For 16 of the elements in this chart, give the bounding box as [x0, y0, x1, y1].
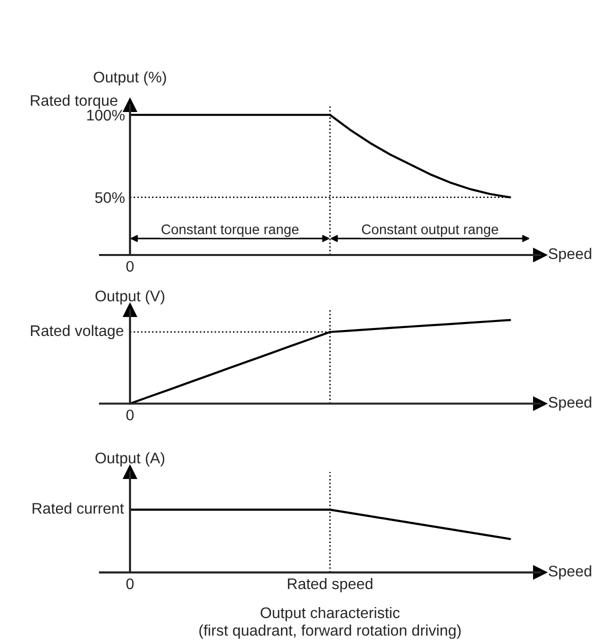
annotation: Rated current	[32, 502, 124, 514]
x-axis-title: Speed	[548, 396, 592, 411]
x-tick-label: Rated speed	[288, 578, 372, 592]
annotation: Constant torque range	[162, 224, 298, 237]
x-axis-title: Speed	[548, 565, 592, 580]
y-axis-title: Output (V)	[95, 290, 164, 304]
annotation: Rated voltage	[30, 324, 124, 340]
text: 0	[126, 410, 134, 420]
annotation: Constant output range	[362, 224, 498, 237]
y-tick-label: 50%	[95, 192, 125, 203]
y-axis-title: Output (%)	[94, 71, 166, 86]
text: Output characteristic (first quadrant, forward rotation driving)	[199, 606, 461, 639]
annotation: Rated torque	[30, 94, 118, 109]
x-axis-title: Speed	[548, 248, 592, 262]
y-tick-label: 100%	[87, 110, 125, 121]
y-axis-title: Output (A)	[95, 452, 164, 466]
